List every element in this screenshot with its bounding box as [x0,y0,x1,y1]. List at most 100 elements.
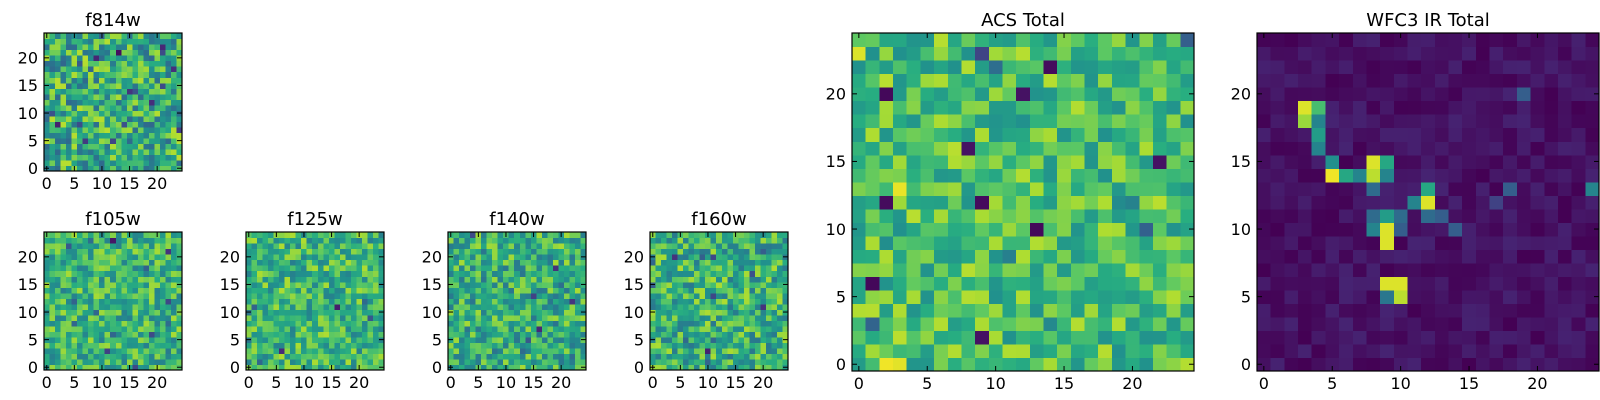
heatmap-cell [165,364,172,371]
heatmap-cell [563,254,571,261]
heatmap-cell [77,276,84,283]
heatmap-cell [1489,222,1504,237]
x-tick-label: 20 [349,373,369,392]
heatmap-cell [378,276,385,283]
heatmap-cell [251,270,258,277]
heatmap-cell [159,259,167,266]
heatmap-cell [1475,46,1491,61]
heatmap-cell [246,276,253,283]
y-tick-label: 10 [220,303,240,322]
heatmap-cell [1284,46,1299,61]
heatmap-cell [1462,168,1477,183]
heatmap-cell [470,232,477,239]
heatmap-cell [345,276,352,283]
heatmap-cell [1393,46,1409,61]
heatmap-cell [1152,249,1168,264]
heatmap-cell [323,303,330,310]
heatmap-cell [920,60,935,75]
heatmap-cell [93,137,100,144]
heatmap-cell [295,237,302,244]
heatmap-cell [448,248,455,255]
heatmap-cell [1180,141,1195,156]
heatmap-cell [148,276,155,283]
heatmap-cell [1111,303,1127,318]
heatmap-cell [345,248,352,255]
heatmap-cell [143,148,150,156]
heatmap-cell [279,243,286,250]
heatmap-cell [257,364,264,371]
heatmap-cell [143,99,150,106]
heatmap-cell [176,126,183,133]
heatmap-cell [121,281,128,288]
heatmap-cell [1530,276,1545,291]
heatmap-cell [1311,316,1326,332]
heatmap-cell [1557,276,1573,291]
heatmap-cell [1098,73,1113,88]
heatmap-cell [1489,33,1504,48]
heatmap-cell [60,232,67,239]
heatmap-cell [694,347,701,355]
heatmap-cell [1166,303,1181,318]
heatmap-cell [323,276,330,283]
heatmap-cell [328,325,335,332]
heatmap-cell [49,331,56,338]
heatmap-cell [350,281,357,288]
heatmap-cell [350,270,357,277]
heatmap-cell [306,287,313,294]
heatmap-cell [448,353,455,360]
heatmap-cell [132,66,139,73]
heatmap-cell [1475,100,1491,115]
heatmap-cell [1270,330,1285,345]
heatmap-cell [132,165,139,172]
heatmap-cell [1016,87,1031,102]
heatmap-cell [1139,100,1154,115]
heatmap-cell [273,243,280,250]
heatmap-cell [99,243,106,250]
heatmap-cell [492,314,499,321]
heatmap-cell [1152,276,1168,291]
heatmap-cell [137,270,144,277]
heatmap-cell [1311,303,1326,318]
heatmap-cell [132,298,139,305]
heatmap-cell [776,364,784,371]
heatmap-cell [683,353,690,360]
heatmap-cell [279,320,286,327]
heatmap-cell [738,232,745,239]
heatmap-cell [334,237,341,244]
heatmap-cell [295,309,302,316]
heatmap-cell [137,342,144,349]
heatmap-cell [71,347,78,355]
heatmap-cell [721,320,728,327]
heatmap-cell [339,336,346,343]
heatmap-cell [99,49,106,56]
heatmap-cell [262,358,269,366]
heatmap-cell [1557,195,1573,210]
panel-title: f814w [85,10,140,31]
heatmap-cell [126,104,133,111]
heatmap-cell [66,55,73,62]
x-tick-label: 20 [1122,374,1142,393]
heatmap-cell [1434,343,1450,359]
heatmap-cell [699,254,706,261]
heatmap-cell [552,243,559,250]
heatmap-cell [1257,87,1272,102]
heatmap-cell [486,336,493,343]
heatmap-cell [165,148,172,156]
heatmap-cell [66,132,73,139]
heatmap-cell [1516,195,1532,210]
heatmap-cell [961,316,976,332]
heatmap-cell [1084,46,1099,61]
heatmap-cell [295,248,302,255]
heatmap-cell [306,331,313,338]
heatmap-cell [339,298,346,305]
heatmap-cell [176,232,183,239]
heatmap-cell [1475,235,1491,250]
heatmap-cell [1544,46,1559,61]
heatmap-cell [110,314,117,321]
y-tick-label: 20 [826,85,846,104]
x-tick-label: 15 [725,373,745,392]
heatmap-cell [49,309,56,316]
heatmap-cell [1257,195,1272,210]
heatmap-cell [44,66,51,73]
heatmap-cell [295,358,302,366]
